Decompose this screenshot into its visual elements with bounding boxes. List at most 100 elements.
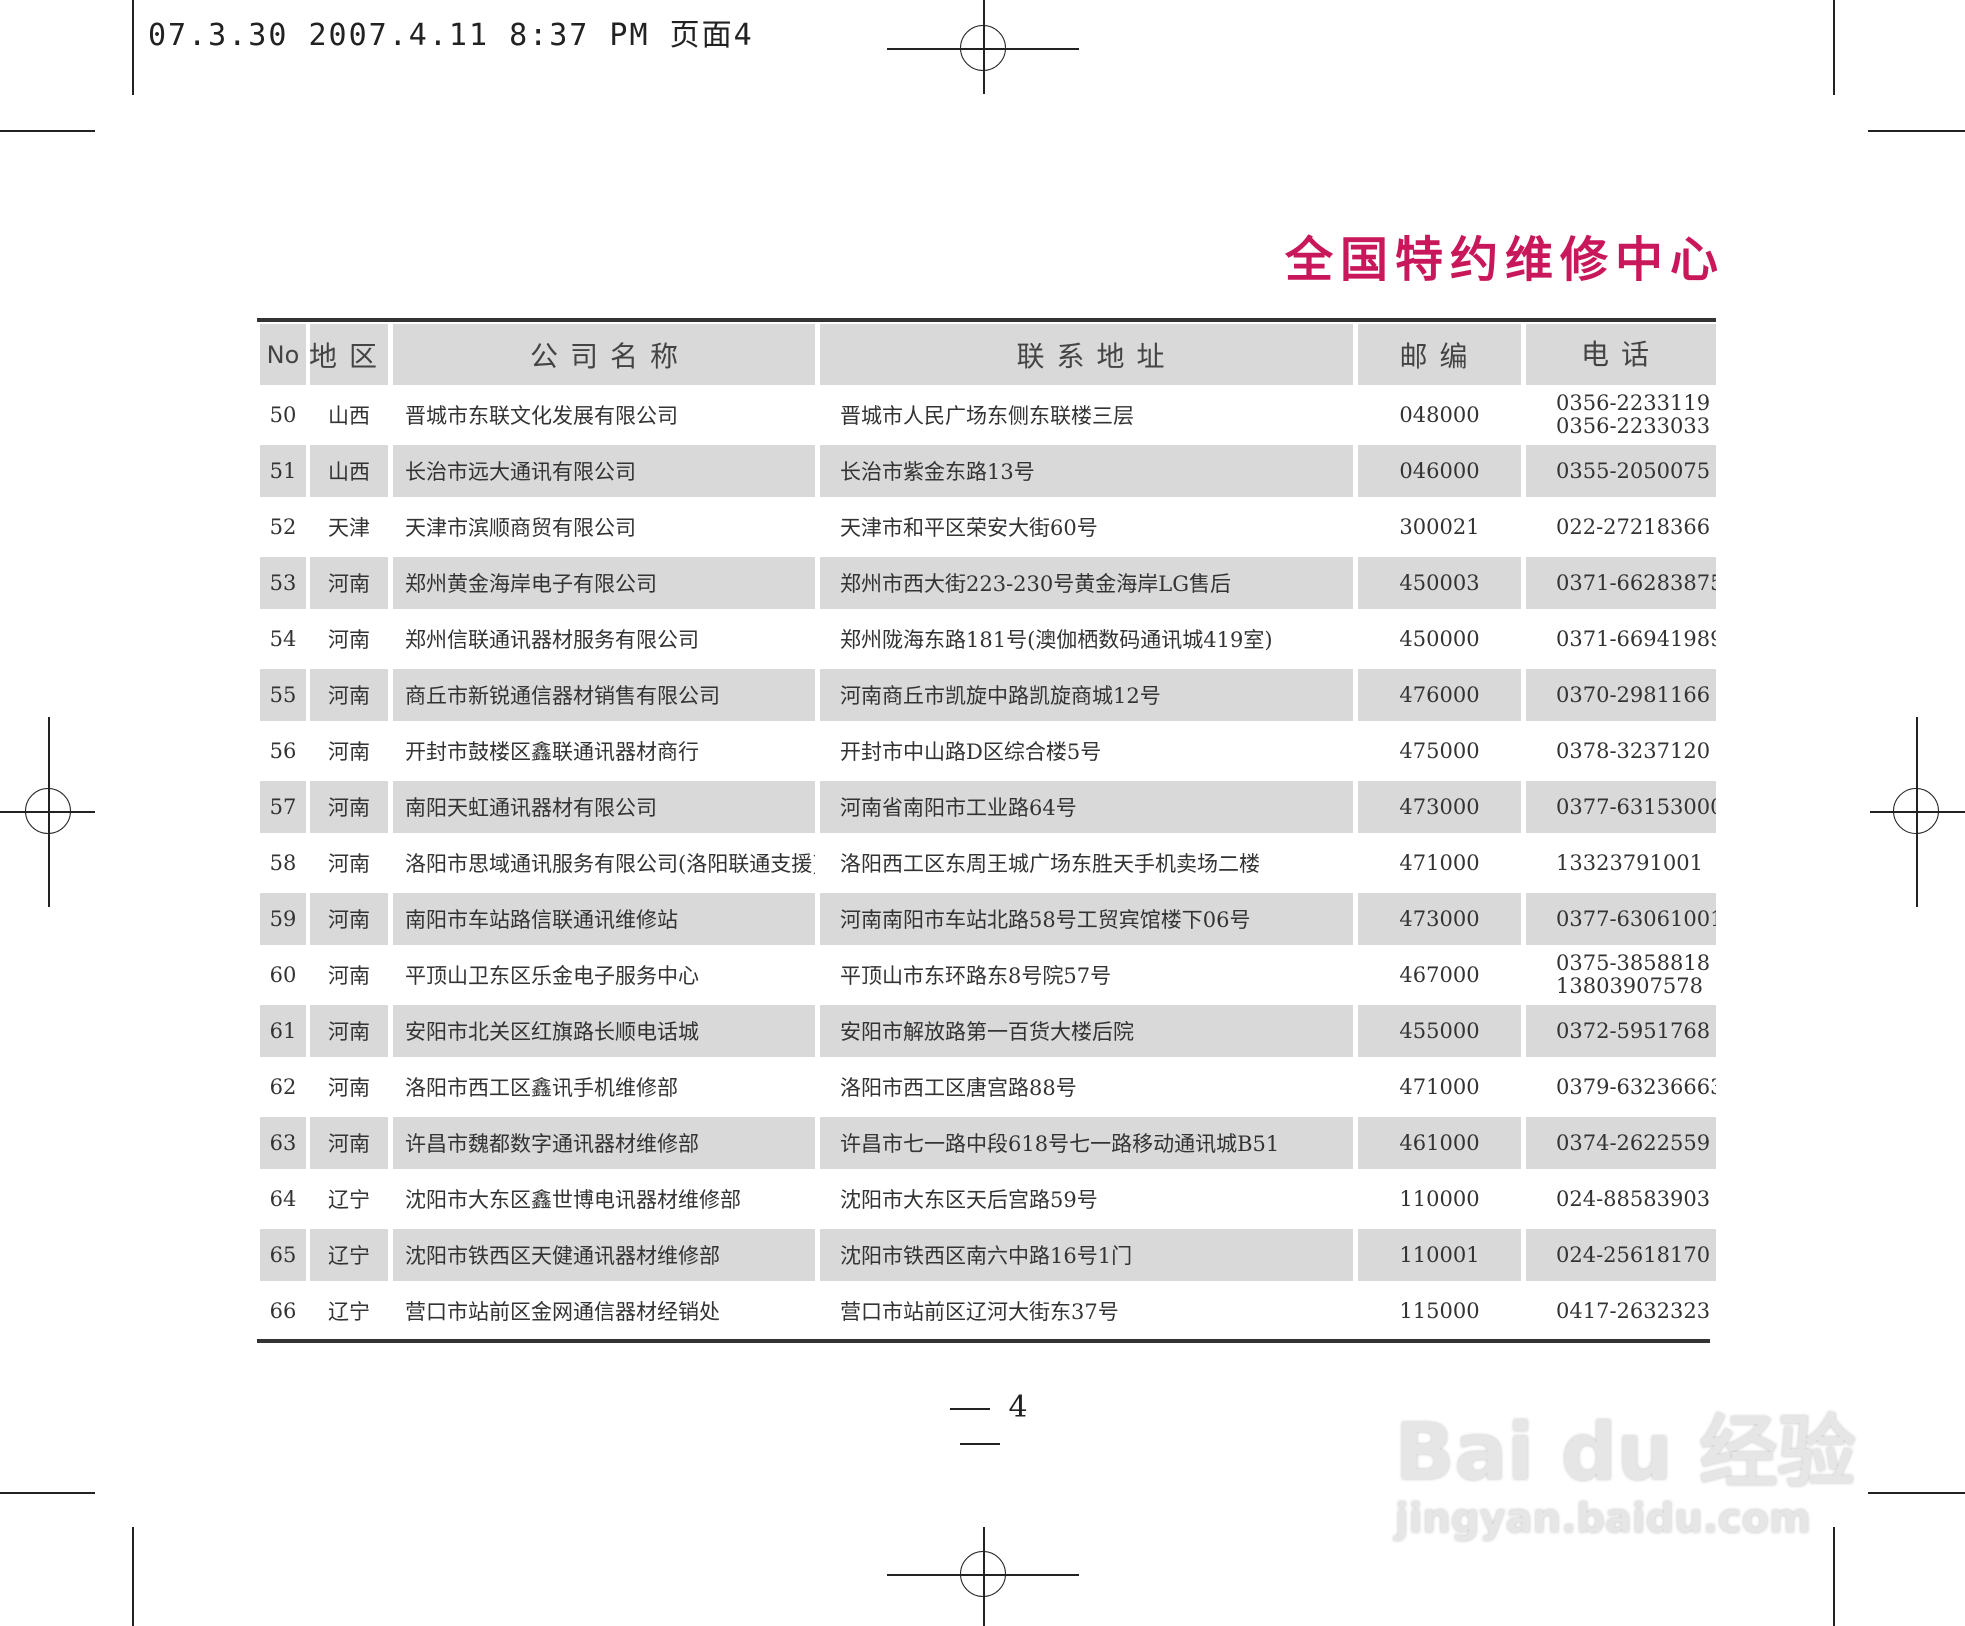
cell-postcode: 471000 <box>1399 1075 1480 1099</box>
cell-postcode: 461000 <box>1358 1117 1521 1169</box>
phone-number: 0379-63236663 <box>1556 1074 1716 1099</box>
registration-circle <box>1893 788 1939 834</box>
cell-postcode: 110000 <box>1399 1187 1480 1211</box>
table-row: 66 辽宁 营口市站前区金网通信器材经销处 营口市站前区辽河大街东37号 115000 0… <box>257 1283 1716 1339</box>
cell-region: 河南 <box>328 964 370 988</box>
cell-address: 安阳市解放路第一百货大楼后院 <box>820 1005 1353 1057</box>
table-bottom-rule <box>257 1339 1710 1343</box>
cell-phone: 0379-63236663 <box>1526 1061 1716 1113</box>
cell-phone: 0356-2233119 0356-2233033 <box>1526 389 1716 441</box>
cell-no: 54 <box>269 627 297 651</box>
table-row: 51 山西 长治市远大通讯有限公司 长治市紫金东路13号 046000 0355-2050… <box>257 443 1716 499</box>
cell-phone: 0370-2981166 <box>1526 669 1716 721</box>
cell-postcode: 450003 <box>1358 557 1521 609</box>
phone-number: 024-25618170 <box>1556 1242 1711 1267</box>
cell-phone: 0378-3237120 <box>1526 725 1716 777</box>
cell-address: 沈阳市大东区天后宫路59号 <box>840 1188 1098 1212</box>
table-row: 53 河南 郑州黄金海岸电子有限公司 郑州市西大街223-230号黄金海岸LG售后 45… <box>257 555 1716 611</box>
cell-postcode: 455000 <box>1358 1005 1521 1057</box>
registration-circle <box>960 1551 1006 1597</box>
cell-address: 郑州陇海东路181号(澳伽栖数码通讯城419室) <box>840 628 1273 652</box>
cell-region: 山西 <box>310 445 388 497</box>
cell-address: 沈阳市铁西区南六中路16号1门 <box>820 1229 1353 1281</box>
cell-region: 河南 <box>328 628 370 652</box>
table-row: 54 河南 郑州信联通讯器材服务有限公司 郑州陇海东路181号(澳伽栖数码通讯城419… <box>257 611 1716 667</box>
phone-number: 0371-66283875 <box>1556 570 1716 595</box>
cell-no: 50 <box>269 403 297 427</box>
phone-number: 13803907578 <box>1556 974 1703 998</box>
crop-mark <box>1833 1527 1835 1626</box>
phone-number: 0375-3858818 <box>1556 951 1711 975</box>
cell-phone: 0417-2632323 <box>1526 1285 1716 1337</box>
phone-number: 0371-66941989 <box>1556 626 1716 651</box>
registration-circle <box>25 788 71 834</box>
cell-address: 郑州市西大街223-230号黄金海岸LG售后 <box>820 557 1353 609</box>
cell-company: 沈阳市大东区鑫世博电讯器材维修部 <box>405 1188 741 1212</box>
cell-company: 长治市远大通讯有限公司 <box>393 445 815 497</box>
phone-number: 024-88583903 <box>1556 1186 1711 1211</box>
phone-number: 13323791001 <box>1556 850 1703 875</box>
cell-company: 郑州信联通讯器材服务有限公司 <box>405 628 699 652</box>
table-row: 60 河南 平顶山卫东区乐金电子服务中心 平顶山市东环路东8号院57号 467000 03… <box>257 947 1716 1003</box>
cell-company: 天津市滨顺商贸有限公司 <box>405 516 636 540</box>
phone-number: 0370-2981166 <box>1556 682 1711 707</box>
cell-region: 河南 <box>310 781 388 833</box>
phone-number: 0356-2233033 <box>1556 414 1711 438</box>
table-row: 59 河南 南阳市车站路信联通讯维修站 河南南阳市车站北路58号工贸宾馆楼下06号 47… <box>257 891 1716 947</box>
crop-mark <box>0 1492 95 1494</box>
cell-postcode: 473000 <box>1358 781 1521 833</box>
cell-no: 53 <box>260 557 306 609</box>
cell-no: 61 <box>260 1005 306 1057</box>
cell-no: 58 <box>269 851 297 875</box>
cell-phone: 0375-3858818 13803907578 <box>1526 949 1716 1001</box>
crop-mark <box>132 0 134 95</box>
cell-address: 晋城市人民广场东侧东联楼三层 <box>840 404 1134 428</box>
cell-postcode: 046000 <box>1358 445 1521 497</box>
header-address: 联系地址 <box>820 324 1353 385</box>
table-top-rule <box>257 318 1716 322</box>
table-row: 55 河南 商丘市新锐通信器材销售有限公司 河南商丘市凯旋中路凯旋商城12号 47600… <box>257 667 1716 723</box>
cell-no: 57 <box>260 781 306 833</box>
cell-address: 平顶山市东环路东8号院57号 <box>840 964 1112 988</box>
cell-address: 洛阳市西工区唐宫路88号 <box>840 1076 1077 1100</box>
cell-company: 商丘市新锐通信器材销售有限公司 <box>393 669 815 721</box>
table-row: 61 河南 安阳市北关区红旗路长顺电话城 安阳市解放路第一百货大楼后院 455000 03… <box>257 1003 1716 1059</box>
cell-phone: 0371-66283875 <box>1526 557 1716 609</box>
cell-company: 沈阳市铁西区天健通讯器材维修部 <box>393 1229 815 1281</box>
crop-mark <box>132 1527 134 1626</box>
watermark: Bai du 经验 jingyan.baidu.com <box>1395 1390 1856 1542</box>
crop-mark <box>1868 130 1965 132</box>
header-phone: 电话 <box>1526 324 1716 385</box>
cell-no: 56 <box>269 739 297 763</box>
cell-region: 辽宁 <box>328 1300 370 1324</box>
cell-phone: 0371-66941989 <box>1526 613 1716 665</box>
cell-region: 河南 <box>310 1005 388 1057</box>
header-region: 地区 <box>310 324 388 385</box>
cell-region: 河南 <box>328 852 370 876</box>
cell-region: 辽宁 <box>310 1229 388 1281</box>
cell-phone: 13323791001 <box>1526 837 1716 889</box>
cell-region: 山西 <box>328 404 370 428</box>
cell-postcode: 475000 <box>1399 739 1480 763</box>
header-company: 公司名称 <box>393 324 815 385</box>
cell-postcode: 048000 <box>1399 403 1480 427</box>
cell-phone: 0374-2622559 <box>1526 1117 1716 1169</box>
cell-phone: 0377-63153000 <box>1526 781 1716 833</box>
cell-company: 安阳市北关区红旗路长顺电话城 <box>393 1005 815 1057</box>
cell-region: 河南 <box>328 1076 370 1100</box>
cell-no: 66 <box>269 1299 297 1323</box>
phone-number: 0372-5951768 <box>1556 1018 1711 1043</box>
cell-phone: 022-27218366 <box>1526 501 1716 553</box>
cell-phone: 0372-5951768 <box>1526 1005 1716 1057</box>
watermark-brand: Bai du 经验 <box>1395 1408 1856 1498</box>
cell-region: 河南 <box>310 557 388 609</box>
cell-company: 洛阳市西工区鑫讯手机维修部 <box>405 1076 678 1100</box>
crop-mark <box>0 130 95 132</box>
phone-number: 0356-2233119 <box>1556 391 1711 415</box>
cell-phone: 024-88583903 <box>1526 1173 1716 1225</box>
table-row: 56 河南 开封市鼓楼区鑫联通讯器材商行 开封市中山路D区综合楼5号 475000 037… <box>257 723 1716 779</box>
cell-no: 59 <box>260 893 306 945</box>
phone-number: 0377-63153000 <box>1556 794 1716 819</box>
cell-company: 平顶山卫东区乐金电子服务中心 <box>405 964 699 988</box>
cell-postcode: 467000 <box>1399 963 1480 987</box>
